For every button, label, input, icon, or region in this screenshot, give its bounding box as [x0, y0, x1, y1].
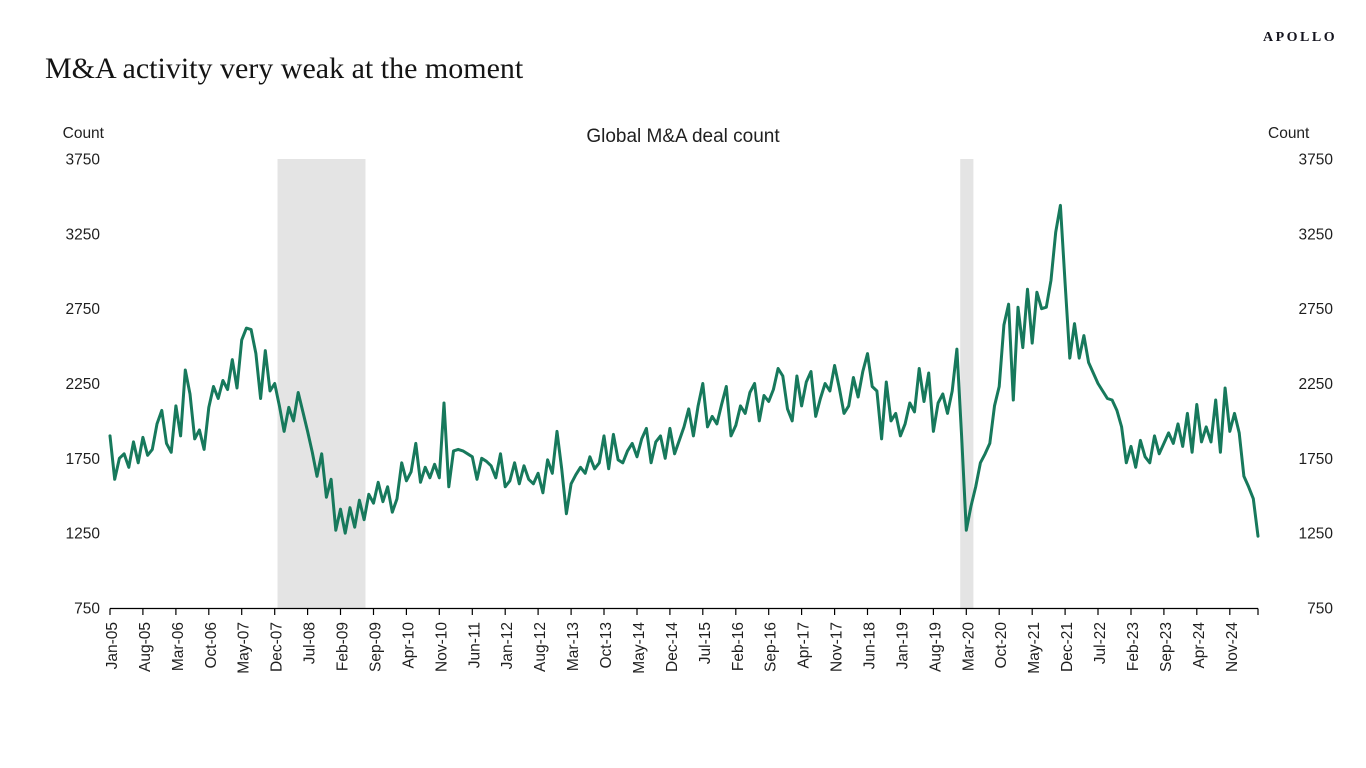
y-tick-label-left: 750 — [74, 601, 100, 618]
x-tick-label: Apr-10 — [400, 622, 417, 669]
x-tick-label: Jun-11 — [466, 622, 483, 668]
recession-band — [277, 159, 366, 608]
x-tick-label: May-07 — [236, 622, 253, 674]
y-axis-title-left: Count — [62, 125, 104, 142]
x-tick-label: Dec-21 — [1059, 622, 1076, 672]
x-tick-label: Jan-05 — [104, 622, 121, 669]
x-tick-label: Apr-24 — [1191, 622, 1208, 669]
x-tick-label: Jan-19 — [894, 622, 911, 669]
apollo-logo: APOLLO — [1263, 30, 1338, 45]
x-tick-label: Aug-05 — [137, 622, 154, 672]
y-tick-label-right: 750 — [1307, 601, 1333, 618]
chart-title: Global M&A deal count — [586, 126, 780, 147]
x-tick-label: Nov-17 — [829, 622, 846, 672]
y-tick-label-right: 1250 — [1299, 526, 1334, 543]
x-tick-label: Feb-09 — [335, 622, 352, 671]
x-tick-label: Dec-14 — [664, 622, 681, 672]
x-tick-label: Dec-07 — [269, 622, 286, 672]
y-axis-title-right: Count — [1268, 125, 1310, 142]
y-tick-label-right: 2750 — [1299, 301, 1334, 318]
y-tick-label-left: 3250 — [66, 226, 101, 243]
x-tick-label: Aug-19 — [927, 622, 944, 672]
x-tick-label: Nov-24 — [1224, 622, 1241, 672]
y-tick-label-right: 1750 — [1299, 451, 1334, 468]
x-tick-label: Mar-06 — [170, 622, 187, 671]
y-tick-label-right: 3250 — [1299, 226, 1334, 243]
y-tick-label-left: 1250 — [66, 526, 101, 543]
y-tick-label-left: 1750 — [66, 451, 101, 468]
recession-band — [960, 159, 974, 608]
y-tick-label-left: 2750 — [66, 301, 101, 318]
x-tick-label: Oct-13 — [598, 622, 615, 669]
x-tick-label: Mar-13 — [565, 622, 582, 671]
x-tick-label: Jul-22 — [1092, 622, 1109, 664]
x-tick-label: Jul-08 — [302, 622, 319, 664]
x-tick-label: Sep-09 — [368, 622, 385, 672]
x-tick-label: Jun-18 — [862, 622, 879, 669]
y-tick-label-right: 2250 — [1299, 376, 1334, 393]
x-tick-label: May-14 — [631, 622, 648, 674]
x-tick-label: Jul-15 — [697, 622, 714, 664]
x-tick-label: Sep-23 — [1158, 622, 1175, 672]
x-tick-label: Nov-10 — [433, 622, 450, 672]
y-tick-label-right: 3750 — [1299, 152, 1334, 169]
x-tick-label: Sep-16 — [763, 622, 780, 672]
x-tick-label: Mar-20 — [960, 622, 977, 671]
x-tick-label: Aug-12 — [532, 622, 549, 672]
x-tick-label: Oct-06 — [203, 622, 220, 669]
x-tick-label: Apr-17 — [796, 622, 813, 669]
x-tick-label: May-21 — [1026, 622, 1043, 674]
x-tick-label: Feb-23 — [1125, 622, 1142, 671]
y-tick-label-left: 3750 — [66, 152, 101, 169]
y-tick-label-left: 2250 — [66, 376, 101, 393]
page-title: M&A activity very weak at the moment — [45, 52, 524, 85]
x-tick-label: Oct-20 — [993, 622, 1010, 669]
deal-count-line — [108, 203, 1260, 538]
x-tick-label: Jan-12 — [499, 622, 516, 669]
x-tick-label: Feb-16 — [730, 622, 747, 671]
